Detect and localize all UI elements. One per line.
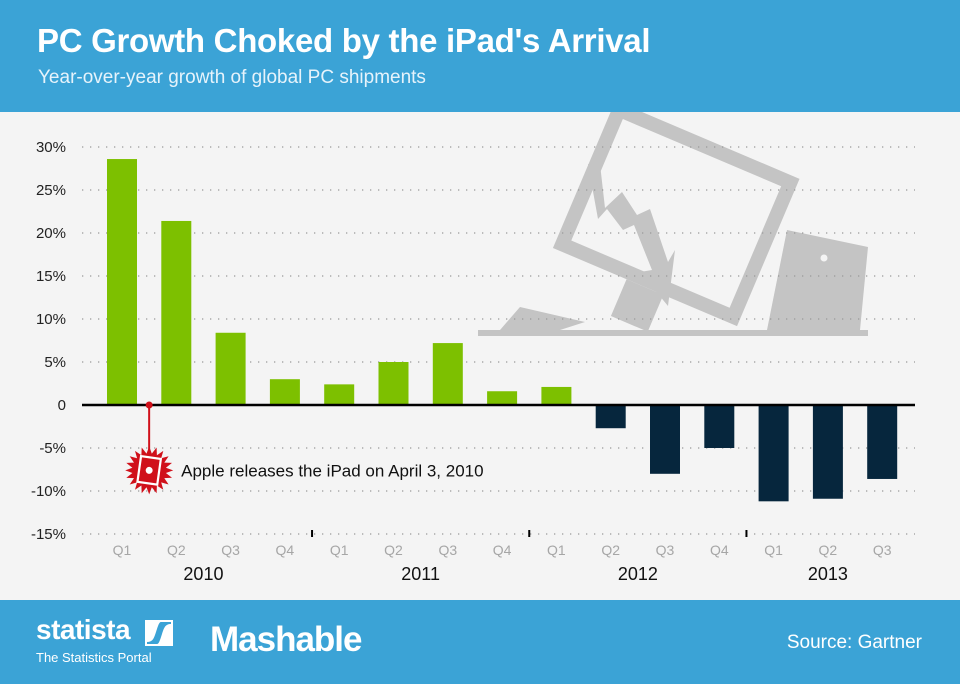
bar-3 bbox=[269, 379, 300, 405]
bar-10 bbox=[650, 405, 680, 474]
bar-11 bbox=[704, 405, 735, 448]
y-tick-label: 25% bbox=[36, 182, 66, 199]
header: PC Growth Choked by the iPad's Arrival Y… bbox=[0, 0, 960, 112]
falling-pc-illustration-icon bbox=[478, 112, 868, 336]
quarter-label: Q2 bbox=[384, 542, 403, 558]
y-tick-label: 20% bbox=[36, 225, 66, 242]
y-tick-label: -15% bbox=[31, 526, 66, 543]
footer: statista The Statistics Portal Mashable … bbox=[0, 600, 960, 684]
y-tick-label: -5% bbox=[39, 440, 66, 457]
bar-7 bbox=[487, 391, 518, 405]
quarter-label: Q4 bbox=[493, 542, 512, 558]
y-axis-ticks: 30% 25% 20% 15% 10% 5% 0 -5% -10% -15% bbox=[31, 139, 66, 543]
quarter-label: Q2 bbox=[601, 542, 620, 558]
y-tick-label: 0 bbox=[58, 397, 66, 414]
bar-1 bbox=[161, 220, 192, 405]
year-label: 2011 bbox=[401, 564, 440, 584]
y-tick-label: 10% bbox=[36, 311, 66, 328]
y-tick-label: 30% bbox=[36, 139, 66, 156]
statista-logo-text: statista bbox=[36, 614, 131, 645]
quarter-label: Q1 bbox=[547, 542, 566, 558]
quarter-label: Q1 bbox=[113, 542, 132, 558]
bar-4 bbox=[324, 384, 355, 405]
gridlines bbox=[82, 146, 915, 535]
quarter-label: Q3 bbox=[221, 542, 240, 558]
y-tick-label: 5% bbox=[44, 354, 66, 371]
mashable-logo: Mashable bbox=[210, 620, 362, 659]
bar-8 bbox=[541, 386, 572, 405]
quarter-label: Q2 bbox=[819, 542, 838, 558]
quarter-label: Q2 bbox=[167, 542, 186, 558]
bar-14 bbox=[867, 405, 898, 479]
quarter-label: Q3 bbox=[873, 542, 892, 558]
y-tick-label: 15% bbox=[36, 268, 66, 285]
year-label: 2012 bbox=[618, 564, 658, 584]
year-label: 2010 bbox=[183, 564, 223, 584]
source-label: Source: Gartner bbox=[786, 632, 922, 653]
ipad-release-annotation: Apple releases the iPad on April 3, 2010 bbox=[125, 401, 484, 495]
bar-0 bbox=[107, 159, 137, 405]
ipad-starburst-icon bbox=[125, 446, 174, 495]
bar-6 bbox=[432, 343, 463, 405]
bar-13 bbox=[812, 405, 843, 499]
bar-2 bbox=[215, 332, 246, 405]
quarter-label: Q3 bbox=[656, 542, 675, 558]
chart-title: PC Growth Choked by the iPad's Arrival bbox=[37, 22, 651, 59]
bar-5 bbox=[378, 362, 409, 405]
bars bbox=[107, 159, 898, 502]
chart-subtitle: Year-over-year growth of global PC shipm… bbox=[38, 67, 426, 88]
quarter-label: Q4 bbox=[710, 542, 729, 558]
chart-area: 30%25%20%15%10%5%0-5%-10%-15% Q1 Q2 Q3 Q4 Q1… bbox=[31, 112, 915, 584]
statista-tagline: The Statistics Portal bbox=[36, 650, 152, 665]
statista-logo-icon bbox=[145, 620, 173, 646]
quarter-label: Q4 bbox=[276, 542, 295, 558]
year-label: 2013 bbox=[808, 564, 848, 584]
quarter-label: Q3 bbox=[438, 542, 457, 558]
annotation-text: Apple releases the iPad on April 3, 2010 bbox=[181, 461, 483, 480]
x-axis: Q1 Q2 Q3 Q4 Q1 Q2 Q3 Q4 Q1 Q2 Q3 Q4 Q1 Q2 Q3 2010 2011 20… bbox=[82, 403, 915, 584]
bar-9 bbox=[595, 405, 626, 429]
quarter-label: Q1 bbox=[330, 542, 349, 558]
quarter-label: Q1 bbox=[764, 542, 783, 558]
annotation-dot bbox=[145, 401, 153, 409]
y-tick-label: -10% bbox=[31, 483, 66, 500]
bar-12 bbox=[758, 405, 789, 502]
